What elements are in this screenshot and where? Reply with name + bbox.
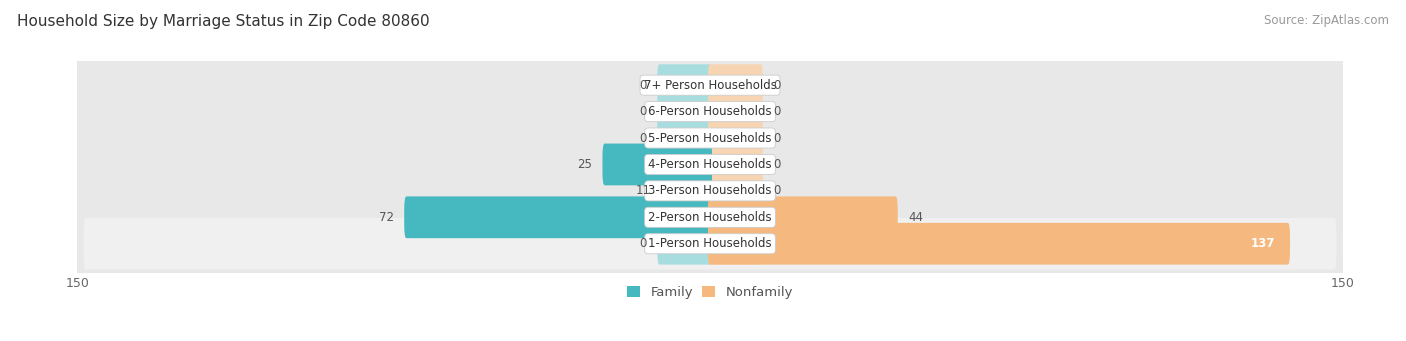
FancyBboxPatch shape [658, 144, 713, 185]
FancyBboxPatch shape [709, 144, 763, 185]
Text: 5-Person Households: 5-Person Households [648, 132, 772, 145]
FancyBboxPatch shape [83, 86, 1337, 137]
Text: 0: 0 [640, 79, 647, 92]
FancyBboxPatch shape [70, 109, 1350, 220]
Text: 44: 44 [908, 211, 924, 224]
FancyBboxPatch shape [658, 64, 713, 106]
FancyBboxPatch shape [658, 196, 713, 238]
FancyBboxPatch shape [658, 91, 713, 132]
FancyBboxPatch shape [70, 82, 1350, 194]
Text: 0: 0 [640, 132, 647, 145]
Text: 72: 72 [378, 211, 394, 224]
Text: 0: 0 [773, 79, 780, 92]
Text: 0: 0 [773, 184, 780, 197]
FancyBboxPatch shape [709, 196, 898, 238]
Text: Source: ZipAtlas.com: Source: ZipAtlas.com [1264, 14, 1389, 27]
FancyBboxPatch shape [662, 170, 713, 212]
FancyBboxPatch shape [658, 117, 713, 159]
FancyBboxPatch shape [83, 112, 1337, 164]
Text: 0: 0 [773, 105, 780, 118]
Legend: Family, Nonfamily: Family, Nonfamily [621, 281, 799, 304]
FancyBboxPatch shape [70, 56, 1350, 167]
FancyBboxPatch shape [83, 192, 1337, 243]
Text: 0: 0 [640, 237, 647, 250]
Text: 1-Person Households: 1-Person Households [648, 237, 772, 250]
FancyBboxPatch shape [658, 223, 713, 265]
Text: 4-Person Households: 4-Person Households [648, 158, 772, 171]
Text: 2-Person Households: 2-Person Households [648, 211, 772, 224]
FancyBboxPatch shape [709, 170, 763, 212]
FancyBboxPatch shape [70, 135, 1350, 247]
Text: 3-Person Households: 3-Person Households [648, 184, 772, 197]
FancyBboxPatch shape [603, 144, 713, 185]
FancyBboxPatch shape [709, 117, 763, 159]
FancyBboxPatch shape [709, 91, 763, 132]
FancyBboxPatch shape [709, 223, 763, 265]
FancyBboxPatch shape [709, 196, 763, 238]
Text: 0: 0 [773, 158, 780, 171]
FancyBboxPatch shape [70, 188, 1350, 299]
FancyBboxPatch shape [70, 29, 1350, 141]
Text: 6-Person Households: 6-Person Households [648, 105, 772, 118]
FancyBboxPatch shape [405, 196, 713, 238]
FancyBboxPatch shape [658, 170, 713, 212]
Text: 137: 137 [1251, 237, 1275, 250]
FancyBboxPatch shape [83, 165, 1337, 217]
Text: 0: 0 [640, 105, 647, 118]
Text: Household Size by Marriage Status in Zip Code 80860: Household Size by Marriage Status in Zip… [17, 14, 429, 29]
FancyBboxPatch shape [70, 162, 1350, 273]
FancyBboxPatch shape [83, 218, 1337, 269]
FancyBboxPatch shape [83, 139, 1337, 190]
FancyBboxPatch shape [83, 59, 1337, 111]
FancyBboxPatch shape [709, 64, 763, 106]
Text: 7+ Person Households: 7+ Person Households [644, 79, 776, 92]
FancyBboxPatch shape [709, 223, 1291, 265]
Text: 0: 0 [773, 132, 780, 145]
Text: 25: 25 [576, 158, 592, 171]
Text: 11: 11 [636, 184, 651, 197]
